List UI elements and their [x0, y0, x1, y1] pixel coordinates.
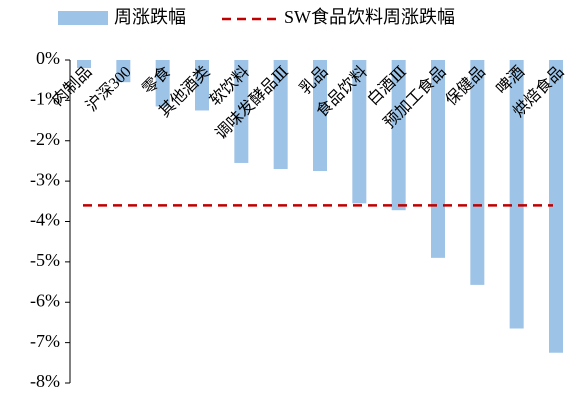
- bar: [77, 60, 91, 69]
- bar: [273, 60, 288, 170]
- bar: [391, 60, 406, 211]
- bar: [470, 60, 485, 285]
- bar: [431, 60, 445, 258]
- y-tick-label: -8%: [30, 371, 60, 391]
- bar: [195, 60, 209, 111]
- y-tick-label: -5%: [30, 250, 60, 270]
- bar: [313, 60, 327, 172]
- bar: [509, 60, 524, 329]
- y-tick-label: -1%: [30, 89, 60, 109]
- y-tick-label: -7%: [30, 331, 60, 351]
- legend-label: SW食品饮料周涨跌幅: [284, 7, 455, 27]
- bar: [116, 60, 131, 83]
- y-tick-label: 0%: [36, 48, 60, 68]
- bar: [155, 60, 170, 107]
- bar: [549, 60, 563, 353]
- y-tick-label: -2%: [30, 129, 60, 149]
- y-tick-label: -4%: [30, 210, 60, 230]
- y-tick-label: -3%: [30, 169, 60, 189]
- legend-label: 周涨跌幅: [114, 7, 186, 27]
- legend-swatch: [58, 11, 108, 25]
- bar: [352, 60, 367, 204]
- bar: [234, 60, 249, 163]
- y-tick-label: -6%: [30, 290, 60, 310]
